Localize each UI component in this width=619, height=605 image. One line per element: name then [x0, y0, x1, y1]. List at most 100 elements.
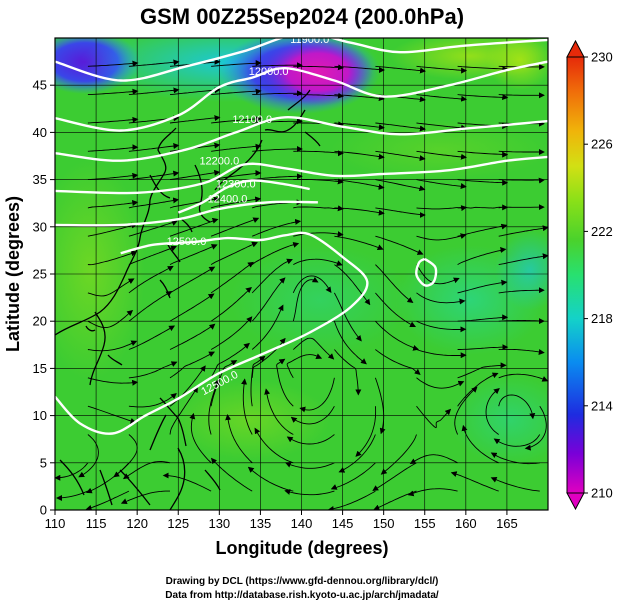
colorbar-body	[566, 56, 585, 494]
wind-streamline	[416, 179, 467, 189]
credit-data-source: Data from http://database.rish.kyoto-u.a…	[165, 590, 439, 601]
wind-streamline	[286, 353, 323, 379]
x-tick-label: 165	[496, 516, 518, 531]
wind-streamline	[416, 150, 467, 160]
wind-streamline	[87, 250, 138, 266]
x-tick-label: 150	[373, 516, 395, 531]
wind-streamline	[334, 264, 371, 306]
colorbar: 210 214 218 222 226 230	[566, 39, 613, 511]
wind-streamline	[169, 351, 215, 379]
wind-streamline	[128, 220, 178, 237]
wind-streamline	[457, 372, 499, 407]
wind-streamline	[189, 412, 212, 464]
x-tick-label: 125	[167, 516, 189, 531]
x-tick-label: 130	[208, 516, 230, 531]
contour-label: 12500.0	[167, 236, 207, 248]
x-tick-label: 145	[332, 516, 354, 531]
colorbar-top-arrow	[566, 39, 585, 58]
wind-streamline	[490, 477, 540, 492]
wind-streamline	[416, 65, 468, 74]
wind-streamline	[87, 340, 138, 352]
wind-streamline	[334, 65, 385, 73]
wind-streamline	[210, 457, 253, 492]
wind-streamline	[457, 279, 508, 294]
wind-streamline	[498, 225, 548, 237]
height-contour	[55, 155, 548, 195]
wind-streamline	[128, 245, 178, 266]
wind-streamline	[374, 377, 386, 435]
wind-streamline	[334, 292, 362, 342]
wind-streamline	[450, 471, 499, 492]
wind-streamline	[498, 394, 536, 420]
wind-streamline	[210, 241, 258, 265]
y-tick-label: 5	[40, 455, 47, 470]
x-tick-label: 135	[250, 516, 272, 531]
wind-streamlines	[55, 58, 548, 510]
wind-streamline	[55, 462, 89, 481]
height-contour	[55, 200, 318, 227]
chart-title: GSM 00Z25Sep2024 (200.0hPa)	[140, 4, 464, 29]
wind-streamline	[461, 424, 499, 464]
credit-drawing: Drawing by DCL (https://www.gfd-dennou.o…	[166, 576, 439, 587]
wind-streamline	[252, 173, 303, 181]
wind-streamline	[211, 88, 262, 96]
wind-streamline	[457, 223, 508, 237]
wind-streamline	[375, 150, 426, 162]
wind-streamline	[251, 241, 300, 265]
wind-streamline	[409, 454, 458, 464]
wind-streamline	[241, 378, 253, 435]
wind-streamline	[210, 360, 238, 407]
wind-streamline	[252, 218, 302, 237]
wind-streamline	[293, 178, 344, 185]
colorbar-tick-label: 230	[591, 50, 613, 65]
wind-streamline	[128, 290, 173, 322]
wind-streamline	[457, 247, 507, 265]
wind-streamline	[169, 217, 219, 237]
y-tick-label: 10	[33, 408, 47, 423]
wind-streamline	[330, 462, 376, 490]
wind-streamline	[128, 59, 180, 67]
wind-streamline	[375, 349, 421, 375]
wind-streamline	[251, 304, 284, 350]
wind-streamline	[375, 292, 416, 327]
wind-streamline	[225, 414, 253, 464]
wind-streamline	[334, 179, 385, 190]
wind-streamline	[293, 64, 344, 71]
wind-streamline	[416, 320, 467, 333]
wind-streamline	[120, 490, 171, 504]
wind-streamline	[416, 205, 468, 212]
wind-streamline	[416, 122, 467, 131]
contour-label: 12400.0	[208, 193, 248, 205]
wind-streamline	[457, 204, 509, 211]
wind-streamline	[457, 150, 509, 158]
y-tick-label: 20	[33, 314, 47, 329]
contour-label: 12300.0	[216, 178, 256, 190]
wind-streamline	[169, 115, 221, 124]
contour-label: 12200.0	[199, 156, 239, 168]
wind-streamline	[251, 258, 293, 294]
wind-streamline	[210, 342, 250, 379]
contour-label: 12100.0	[232, 114, 272, 126]
height-contour	[55, 116, 548, 162]
wind-streamline	[334, 150, 385, 160]
wind-streamline	[498, 204, 545, 211]
wind-streamline	[416, 233, 467, 241]
x-tick-label: 155	[414, 516, 436, 531]
wind-streamline	[493, 434, 541, 447]
wind-streamline	[416, 94, 468, 102]
y-tick-label: 30	[33, 219, 47, 234]
wind-streamline	[87, 200, 139, 209]
wind-streamline	[498, 373, 548, 382]
wind-streamline	[457, 344, 509, 351]
wind-streamline	[375, 235, 424, 255]
height-contours: 11900.0 12000.0 12100.0 12200.0 12300.0 12400…	[55, 38, 548, 435]
wind-streamline	[211, 116, 262, 124]
wind-streamline	[128, 170, 180, 181]
wind-streamline	[457, 179, 509, 186]
y-tick-label: 35	[33, 172, 47, 187]
wind-streamline	[498, 287, 545, 294]
wind-streamline	[208, 378, 220, 435]
wind-streamline	[498, 92, 545, 99]
wind-streamline	[211, 170, 262, 181]
wind-streamline	[375, 65, 426, 74]
